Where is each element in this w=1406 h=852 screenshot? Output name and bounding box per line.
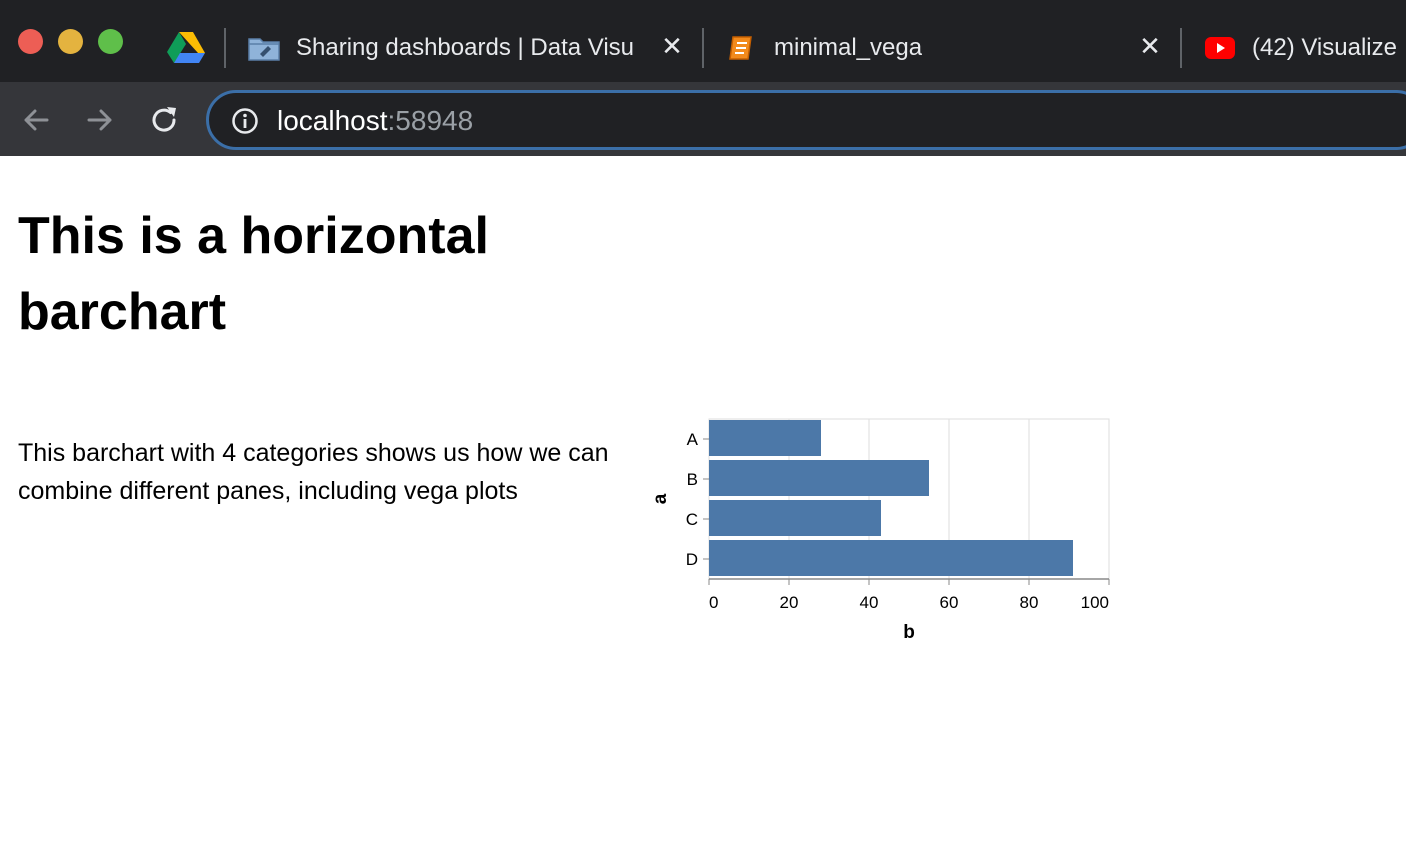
tab-minimal-vega[interactable]: minimal_vega bbox=[724, 18, 1124, 78]
window-minimize-button[interactable] bbox=[58, 29, 83, 54]
bar-a bbox=[709, 420, 821, 456]
y-tick-label: C bbox=[686, 510, 698, 529]
bar-d bbox=[709, 540, 1073, 576]
pinned-tab-google-drive[interactable] bbox=[166, 30, 206, 64]
bar-c bbox=[709, 500, 881, 536]
youtube-icon bbox=[1202, 33, 1238, 63]
arrow-right-icon bbox=[87, 109, 112, 131]
reload-button[interactable] bbox=[144, 100, 184, 140]
url-port: :58948 bbox=[387, 105, 474, 136]
folder-icon bbox=[246, 33, 282, 63]
tab-title: (42) Visualize bbox=[1252, 34, 1397, 61]
tab-close-button[interactable]: ✕ bbox=[661, 31, 683, 61]
x-tick-label: 20 bbox=[780, 593, 799, 612]
window-close-button[interactable] bbox=[18, 29, 43, 54]
address-bar[interactable]: localhost:58948 bbox=[206, 90, 1406, 150]
x-tick-label: 60 bbox=[940, 593, 959, 612]
info-icon[interactable] bbox=[231, 107, 259, 135]
reload-icon bbox=[152, 107, 176, 132]
tab-close-button[interactable]: ✕ bbox=[1139, 31, 1161, 61]
tab-title: Sharing dashboards | Data Visu bbox=[296, 34, 635, 61]
arrow-left-icon bbox=[24, 109, 49, 131]
window-maximize-button[interactable] bbox=[98, 29, 123, 54]
google-drive-icon bbox=[167, 32, 205, 63]
x-tick-label: 100 bbox=[1081, 593, 1109, 612]
tab-youtube-visualize[interactable]: (42) Visualize bbox=[1202, 18, 1406, 78]
x-tick-label: 40 bbox=[860, 593, 879, 612]
tab-separator bbox=[702, 28, 704, 68]
x-tick-label: 80 bbox=[1020, 593, 1039, 612]
tab-sharing-dashboards[interactable]: Sharing dashboards | Data Visu bbox=[246, 18, 646, 78]
tab-separator bbox=[224, 28, 226, 68]
x-axis-title: b bbox=[903, 622, 915, 643]
page-title: This is a horizontal barchart bbox=[18, 207, 489, 341]
url-text: localhost:58948 bbox=[277, 105, 473, 137]
bar-chart: A B C D 0 20 40 60 80 100 b a bbox=[640, 405, 1130, 655]
y-tick-label: A bbox=[687, 430, 699, 449]
back-button[interactable] bbox=[16, 100, 56, 140]
y-tick-label: D bbox=[686, 550, 698, 569]
y-tick-label: B bbox=[687, 470, 698, 489]
tab-separator bbox=[1180, 28, 1182, 68]
browser-tab-strip: Sharing dashboards | Data Visu ✕ minimal… bbox=[0, 0, 1406, 82]
bar-chart-svg: A B C D 0 20 40 60 80 100 b a bbox=[650, 418, 1110, 643]
bar-b bbox=[709, 460, 929, 496]
url-host: localhost bbox=[277, 105, 388, 136]
notebook-icon bbox=[724, 33, 760, 63]
y-axis-title: a bbox=[650, 493, 671, 504]
page-description: This barchart with 4 categories shows us… bbox=[18, 439, 609, 505]
x-tick-label: 0 bbox=[709, 593, 718, 612]
forward-button[interactable] bbox=[80, 100, 120, 140]
tab-title: minimal_vega bbox=[774, 34, 923, 61]
browser-toolbar: localhost:58948 bbox=[0, 82, 1406, 156]
